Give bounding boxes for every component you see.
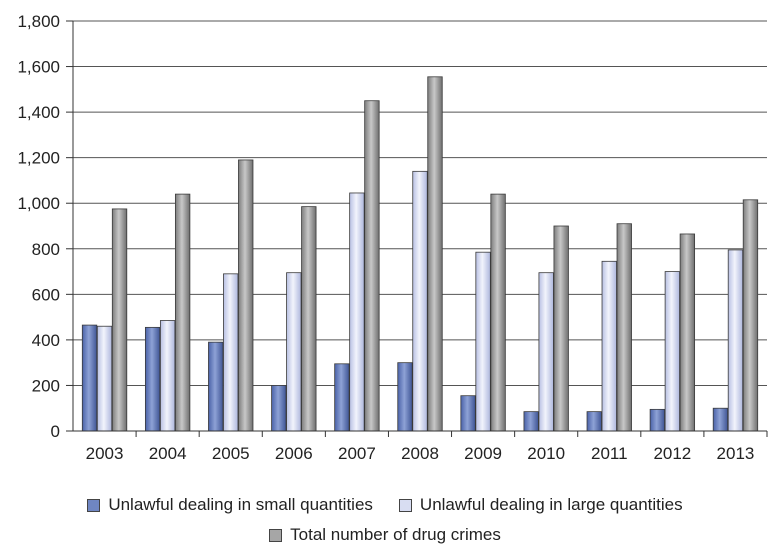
bar-total-drug-crimes (742, 199, 759, 432)
y-tick-label: 1,600 (17, 58, 60, 77)
bar-total-drug-crimes (553, 225, 569, 432)
bar-small-quantities (649, 408, 666, 432)
y-tick-label: 0 (51, 422, 60, 441)
y-tick-label: 1,400 (17, 103, 60, 122)
legend-item-total: Total number of drug crimes (269, 525, 501, 545)
bar-large-quantities (538, 272, 554, 432)
bar-small-quantities (523, 411, 539, 432)
x-tick-label: 2004 (149, 444, 187, 463)
bar-total-drug-crimes (679, 233, 696, 432)
bars-group (81, 76, 759, 432)
bar-total-drug-crimes (616, 223, 632, 432)
x-tick-label: 2005 (212, 444, 250, 463)
bar-large-quantities (223, 273, 239, 432)
y-tick-label: 600 (32, 285, 60, 304)
x-tick-label: 2003 (86, 444, 124, 463)
x-tick-label: 2010 (527, 444, 565, 463)
y-tick-label: 400 (32, 331, 60, 350)
y-tick-label: 800 (32, 240, 60, 259)
x-tick-label: 2013 (717, 444, 755, 463)
bar-total-drug-crimes (427, 76, 443, 432)
x-tick-label: 2012 (653, 444, 691, 463)
bar-small-quantities (397, 362, 413, 432)
legend-label-large: Unlawful dealing in large quantities (419, 495, 683, 514)
legend-item-large-quantities: Unlawful dealing in large quantities (398, 495, 683, 515)
bar-total-drug-crimes (364, 100, 380, 432)
x-axis-tick-labels: 2003 2004 2005 2006 2007 2008 2009 2010 2011 2012… (86, 444, 755, 463)
y-tick-label: 1,200 (17, 149, 60, 168)
bar-small-quantities (712, 407, 729, 432)
bar-large-quantities (727, 249, 744, 432)
bar-small-quantities (144, 326, 161, 432)
bar-large-quantities (475, 251, 491, 432)
axes (72, 21, 768, 437)
x-tick-label: 2006 (275, 444, 313, 463)
bar-small-quantities (460, 395, 476, 432)
legend-row-2: Total number of drug crimes (0, 525, 770, 545)
x-tick-label: 2008 (401, 444, 439, 463)
legend-swatch-small (87, 498, 101, 512)
legend-label-total: Total number of drug crimes (290, 525, 501, 544)
bar-large-quantities (159, 320, 176, 432)
legend-swatch-large (398, 498, 412, 512)
x-tick-label: 2007 (338, 444, 376, 463)
y-tick-label: 1,000 (17, 194, 60, 213)
bar-small-quantities (586, 411, 602, 432)
bar-large-quantities (664, 271, 681, 432)
bar-total-drug-crimes (238, 159, 254, 432)
bar-large-quantities (349, 192, 365, 432)
y-tick-label: 1,800 (17, 12, 60, 31)
bar-large-quantities (286, 272, 302, 432)
legend-swatch-total (269, 528, 283, 542)
y-tick-label: 200 (32, 376, 60, 395)
bar-small-quantities (208, 341, 224, 432)
x-tick-label: 2009 (464, 444, 502, 463)
legend-item-small-quantities: Unlawful dealing in small quantities (87, 495, 373, 515)
x-tick-label: 2011 (591, 444, 628, 463)
legend-row-1: Unlawful dealing in small quantities Unl… (0, 495, 770, 515)
bar-large-quantities (96, 325, 113, 432)
bar-total-drug-crimes (174, 193, 191, 432)
bar-small-quantities (271, 385, 287, 432)
bar-total-drug-crimes (111, 208, 128, 432)
bar-total-drug-crimes (490, 193, 506, 432)
bar-large-quantities (601, 260, 617, 432)
y-axis-tick-labels: 0 200 400 600 800 1,000 1,200 1,400 1,600 1,800 (17, 12, 60, 441)
legend-label-small: Unlawful dealing in small quantities (108, 495, 373, 514)
bar-small-quantities (334, 363, 350, 432)
bar-large-quantities (412, 170, 428, 432)
bar-total-drug-crimes (301, 206, 317, 432)
bar-small-quantities (81, 324, 98, 432)
